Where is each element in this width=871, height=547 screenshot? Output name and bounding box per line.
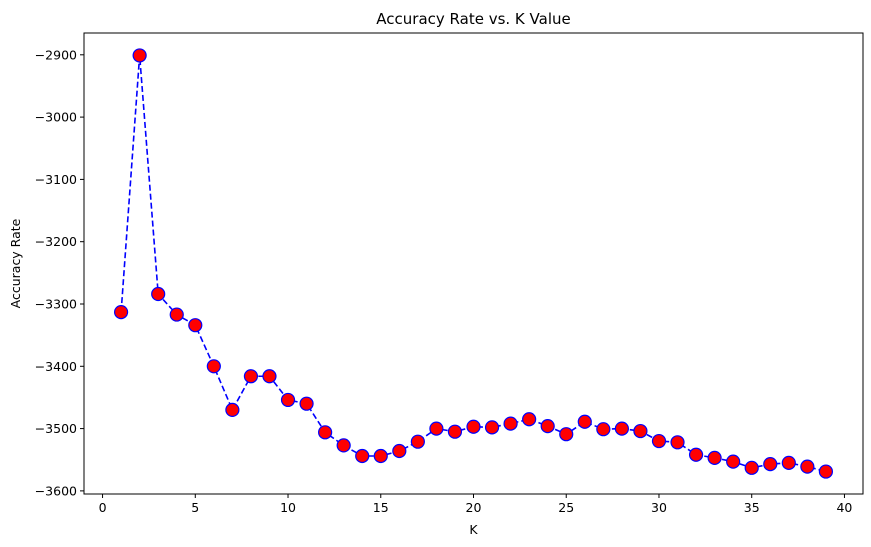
- data-point: [577, 414, 592, 429]
- data-point: [299, 396, 314, 411]
- chart-title: Accuracy Rate vs. K Value: [376, 10, 570, 28]
- x-tick-label: 5: [191, 500, 199, 515]
- data-point: [484, 420, 500, 435]
- y-tick-label: −3300: [35, 296, 77, 311]
- data-point: [447, 424, 463, 439]
- data-point: [614, 421, 629, 436]
- x-tick-label: 35: [744, 500, 760, 515]
- data-point: [744, 460, 759, 475]
- x-tick-label: 30: [651, 500, 667, 515]
- data-point: [559, 427, 574, 442]
- x-axis-label: K: [469, 522, 478, 537]
- data-point: [169, 307, 184, 322]
- data-point: [818, 464, 834, 479]
- y-axis: −2900 −3000 −3100 −3200 −3300 −3400 −3500 −3600: [35, 47, 84, 498]
- data-point: [206, 359, 221, 374]
- y-tick-label: −3500: [35, 421, 77, 436]
- data-point: [800, 459, 815, 474]
- data-point: [503, 416, 518, 431]
- data-point: [262, 369, 277, 384]
- data-point: [318, 425, 333, 440]
- data-point: [707, 450, 722, 465]
- data-point: [781, 455, 796, 470]
- data-point: [726, 454, 741, 469]
- data-point: [429, 421, 444, 436]
- data-point: [540, 418, 555, 434]
- data-point: [633, 423, 648, 439]
- data-point: [113, 304, 129, 320]
- x-tick-label: 0: [99, 500, 107, 515]
- data-point: [225, 402, 240, 417]
- data-point: [336, 438, 351, 453]
- x-tick-label: 20: [466, 500, 482, 515]
- x-axis: 0 5 10 15 20 25 30 35 40: [99, 494, 852, 515]
- x-tick-label: 10: [280, 500, 296, 515]
- y-tick-label: −2900: [35, 47, 77, 62]
- data-point: [132, 48, 147, 63]
- data-point: [763, 456, 778, 472]
- data-point: [410, 434, 425, 449]
- data-point: [466, 419, 481, 434]
- x-tick-label: 25: [558, 500, 574, 515]
- data-point: [151, 286, 166, 302]
- y-tick-label: −3600: [35, 483, 77, 498]
- data-point: [522, 412, 537, 427]
- data-point: [243, 369, 259, 384]
- data-point: [392, 443, 407, 459]
- data-point: [188, 318, 203, 333]
- data-point: [688, 447, 704, 462]
- data-point: [355, 448, 370, 464]
- x-tick-label: 15: [373, 500, 389, 515]
- x-tick-label: 40: [836, 500, 852, 515]
- series-accuracy-rate: [113, 48, 834, 479]
- y-tick-label: −3400: [35, 359, 77, 374]
- y-axis-label: Accuracy Rate: [8, 218, 23, 308]
- data-point: [596, 422, 611, 437]
- data-point: [651, 433, 667, 449]
- y-tick-label: −3000: [35, 110, 77, 125]
- data-point: [670, 435, 685, 450]
- data-point: [280, 392, 296, 408]
- y-tick-label: −3100: [35, 172, 77, 187]
- y-tick-label: −3200: [35, 234, 77, 249]
- data-point: [373, 448, 388, 464]
